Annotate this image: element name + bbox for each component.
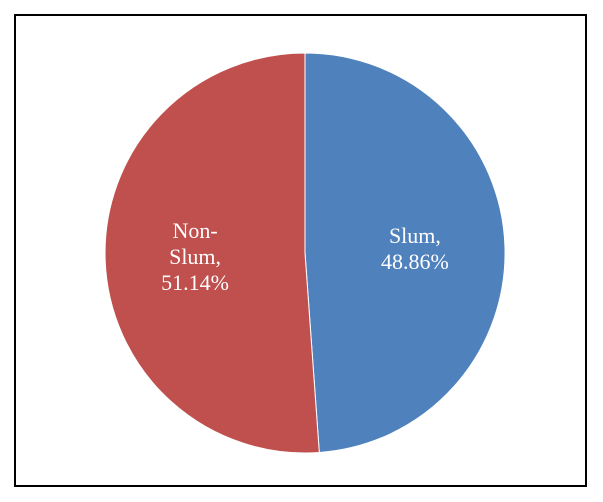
data-label-line: 48.86% xyxy=(381,249,449,274)
slice-non-slum xyxy=(104,52,320,454)
data-label-non-slum: Non-Slum, 51.14% xyxy=(161,218,229,295)
data-label-line: 51.14% xyxy=(161,270,229,295)
data-label-line: Slum, xyxy=(389,223,441,248)
slice-slum xyxy=(304,52,506,454)
data-label-slum: Slum, 48.86% xyxy=(381,223,449,274)
data-label-line: Non- xyxy=(172,218,217,243)
data-label-line: Slum, xyxy=(169,244,221,269)
